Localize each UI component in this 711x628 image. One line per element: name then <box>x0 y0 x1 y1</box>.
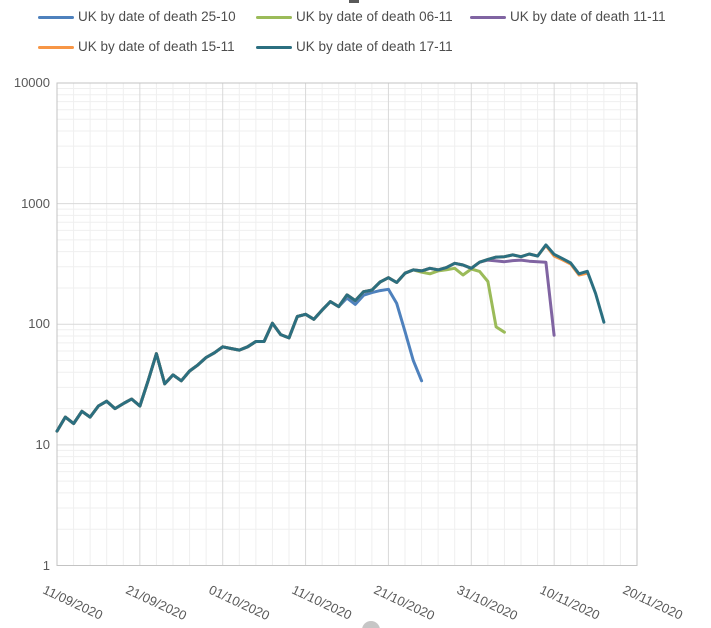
legend-line-swatch <box>38 15 74 19</box>
legend-line-swatch <box>470 15 506 19</box>
legend-label: UK by date of death 17-11 <box>296 39 453 54</box>
legend-item-1[interactable]: UK by date of death 25-10 <box>38 9 236 25</box>
legend-line-swatch <box>256 15 292 19</box>
y-tick-label: 1000 <box>21 195 50 211</box>
legend-label: UK by date of death 06-11 <box>296 9 453 24</box>
y-tick-label: 1 <box>42 557 50 573</box>
plot-border <box>56 82 638 566</box>
cut-off-title-fragment <box>349 0 359 3</box>
legend-label: UK by date of death 15-11 <box>78 39 235 54</box>
series-line-2[interactable] <box>55 266 506 433</box>
y-tick-label: 10000 <box>13 75 50 90</box>
cut-off-element-fragment <box>362 621 380 628</box>
legend-item-2[interactable]: UK by date of death 06-11 <box>256 9 453 25</box>
y-tick-label: 100 <box>28 316 50 332</box>
legend-label: UK by date of death 25-10 <box>78 9 236 24</box>
legend-item-5[interactable]: UK by date of death 17-11 <box>256 39 453 55</box>
legend-item-4[interactable]: UK by date of death 15-11 <box>38 39 235 55</box>
legend-label: UK by date of death 11-11 <box>510 9 666 24</box>
series-line-5[interactable] <box>55 243 606 433</box>
legend-line-swatch <box>256 45 292 49</box>
legend-line-swatch <box>38 45 74 49</box>
y-tick-label: 10 <box>35 436 50 452</box>
legend-item-3[interactable]: UK by date of death 11-11 <box>470 9 666 25</box>
